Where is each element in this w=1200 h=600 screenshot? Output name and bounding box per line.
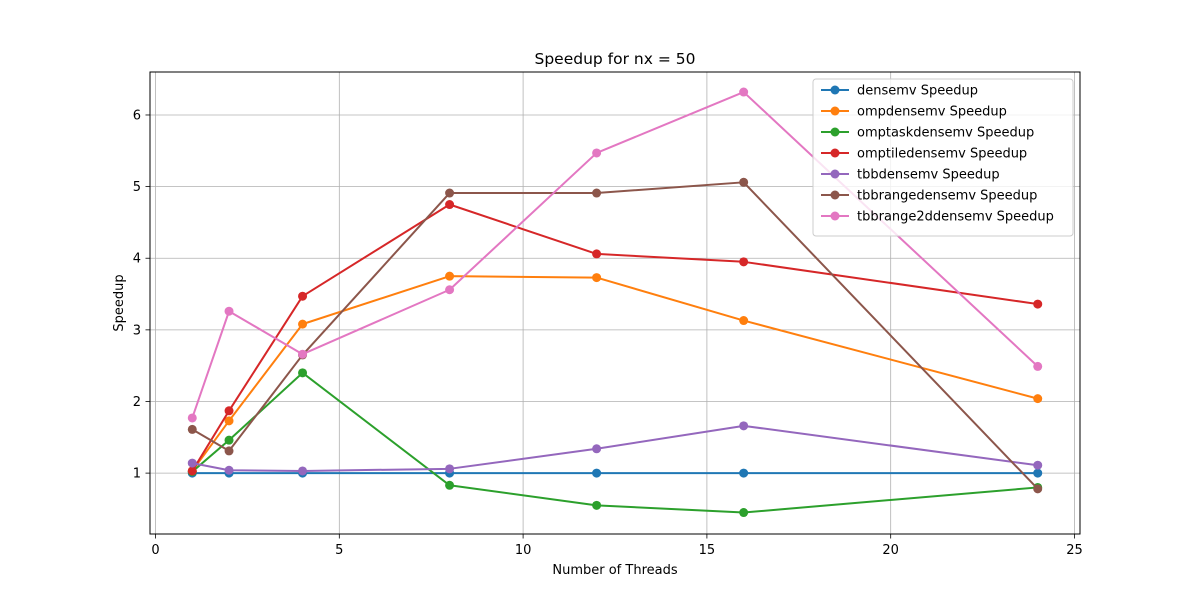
x-tick-label: 20 bbox=[882, 543, 899, 558]
data-point bbox=[298, 349, 308, 359]
y-tick-label: 4 bbox=[133, 252, 141, 267]
data-point bbox=[445, 480, 455, 490]
x-tick-label: 5 bbox=[335, 543, 343, 558]
data-point bbox=[1033, 394, 1043, 404]
data-point bbox=[739, 421, 749, 431]
data-point bbox=[187, 458, 197, 468]
series-6 bbox=[187, 87, 1043, 423]
data-point bbox=[298, 319, 308, 329]
legend-swatch-marker bbox=[830, 169, 840, 179]
data-point bbox=[445, 285, 455, 295]
data-point bbox=[592, 188, 602, 198]
legend-item: omptiledensemv Speedup bbox=[821, 147, 1027, 162]
data-point bbox=[445, 464, 455, 474]
data-point bbox=[739, 257, 749, 267]
data-point bbox=[1033, 299, 1043, 309]
data-point bbox=[592, 468, 602, 478]
legend-label: omptiledensemv Speedup bbox=[857, 147, 1027, 162]
y-axis-label: Speedup bbox=[112, 274, 127, 331]
legend-label: tbbdensemv Speedup bbox=[857, 168, 1000, 183]
x-tick-label: 15 bbox=[699, 543, 716, 558]
series-3 bbox=[187, 200, 1043, 476]
legend-swatch-marker bbox=[830, 148, 840, 158]
data-point bbox=[445, 188, 455, 198]
legend-label: densemv Speedup bbox=[857, 84, 978, 99]
data-point bbox=[739, 468, 749, 478]
legend-label: tbbrange2ddensemv Speedup bbox=[857, 210, 1054, 225]
legend-swatch-marker bbox=[830, 85, 840, 95]
y-tick-label: 5 bbox=[133, 180, 141, 195]
data-point bbox=[224, 465, 234, 475]
data-point bbox=[224, 306, 234, 316]
legend-item: densemv Speedup bbox=[821, 84, 978, 99]
legend-swatch-marker bbox=[830, 211, 840, 221]
legend-item: tbbrange2ddensemv Speedup bbox=[821, 210, 1054, 225]
data-point bbox=[1033, 468, 1043, 478]
data-point bbox=[298, 466, 308, 476]
data-point bbox=[187, 413, 197, 423]
axis-ticks: 0 5 10 15 20 25 1 2 3 4 5 6 bbox=[133, 108, 1083, 558]
legend-swatch-marker bbox=[830, 190, 840, 200]
data-point bbox=[1033, 361, 1043, 371]
data-point bbox=[224, 406, 234, 416]
data-point bbox=[739, 177, 749, 187]
data-point bbox=[739, 87, 749, 97]
data-point bbox=[298, 368, 308, 378]
x-tick-label: 25 bbox=[1066, 543, 1083, 558]
legend-item: tbbrangedensemv Speedup bbox=[821, 189, 1037, 204]
data-point bbox=[592, 500, 602, 510]
data-point bbox=[224, 416, 234, 426]
legend-box bbox=[812, 78, 1074, 237]
legend-item: tbbdensemv Speedup bbox=[821, 168, 1000, 183]
data-point bbox=[445, 271, 455, 281]
legend-swatch-marker bbox=[830, 106, 840, 116]
x-axis-label: Number of Threads bbox=[552, 563, 677, 578]
data-point bbox=[224, 446, 234, 456]
legend-item: omptaskdensemv Speedup bbox=[821, 126, 1034, 141]
data-point bbox=[739, 508, 749, 518]
data-point bbox=[592, 249, 602, 259]
series-layer bbox=[187, 87, 1043, 518]
legend-label: omptaskdensemv Speedup bbox=[857, 126, 1034, 141]
data-point bbox=[445, 200, 455, 210]
data-point bbox=[1033, 484, 1043, 494]
data-point bbox=[592, 148, 602, 158]
data-point bbox=[1033, 460, 1043, 470]
legend-swatch-marker bbox=[830, 127, 840, 137]
y-tick-label: 1 bbox=[133, 467, 141, 482]
x-tick-label: 10 bbox=[515, 543, 532, 558]
data-point bbox=[187, 424, 197, 434]
data-point bbox=[224, 435, 234, 445]
legend-item: ompdensemv Speedup bbox=[821, 105, 1007, 120]
legend: densemv Speedup ompdensemv Speedup omptask… bbox=[812, 78, 1074, 237]
y-tick-label: 3 bbox=[133, 323, 141, 338]
series-4 bbox=[187, 421, 1043, 476]
plot-frame bbox=[149, 71, 1081, 535]
legend-label: ompdensemv Speedup bbox=[857, 105, 1007, 120]
data-point bbox=[592, 273, 602, 283]
y-tick-label: 6 bbox=[133, 108, 141, 123]
x-tick-label: 0 bbox=[151, 543, 159, 558]
legend-label: tbbrangedensemv Speedup bbox=[857, 189, 1037, 204]
y-tick-label: 2 bbox=[133, 395, 141, 410]
data-point bbox=[298, 291, 308, 301]
data-point bbox=[187, 466, 197, 476]
chart-title: Speedup for nx = 50 bbox=[535, 50, 696, 68]
data-point bbox=[592, 444, 602, 454]
data-point bbox=[739, 316, 749, 326]
series-2 bbox=[187, 368, 1043, 518]
